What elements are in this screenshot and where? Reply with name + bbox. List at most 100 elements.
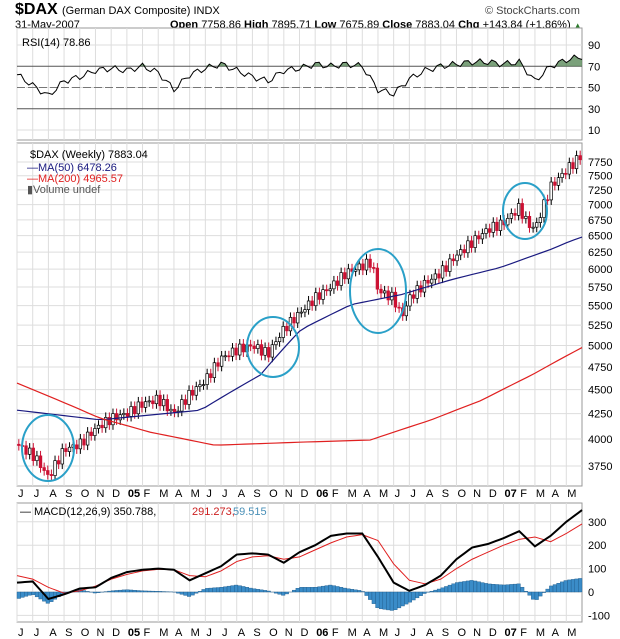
macd-histogram-bar [502,584,507,593]
x-tick-label: S [442,488,449,500]
candle-body [332,280,336,290]
macd-histogram-bar [368,591,373,600]
macd-line [16,509,583,601]
x-tick-label: 07 [505,627,517,639]
macd-histogram-bar [107,590,112,593]
macd-histogram-bar [190,591,195,596]
candle-body [513,213,517,216]
symbol: $DAX [15,1,58,18]
candle-body [477,235,481,240]
x-tick-label: N [473,488,481,500]
macd-histogram-bar [465,580,470,593]
x-tick-label: O [269,627,278,639]
candle-body [524,215,528,219]
candle-body [527,215,532,228]
rsi-tick-label: 90 [588,40,600,52]
candle-body [556,177,561,186]
candle-body [357,263,361,271]
candle-body [274,341,278,346]
macd-histogram-bar [462,581,467,593]
candle-body [259,344,264,356]
candle-body [487,228,492,233]
candle-body [227,355,231,358]
candle-body [212,362,217,378]
macd-histogram-bar [226,585,231,593]
candle-body [205,373,209,385]
x-tick-label: F [332,627,339,639]
macd-histogram-bar [353,589,358,593]
macd-histogram-bar [382,591,387,610]
candle-body [339,272,343,286]
x-tick-label: J [34,627,40,639]
annotation-circle [502,182,548,240]
x-tick-label: S [65,627,72,639]
macd-tick-label: 100 [588,564,606,576]
macd-histogram-bar [578,578,583,593]
price-tick-label: 3750 [588,461,612,473]
candle-body [136,401,140,415]
candle-body [509,213,514,219]
macd-histogram-bar [263,590,268,593]
volume-legend: ▮Volume undef [27,184,101,196]
candle-body [549,181,553,201]
candle-body [346,268,351,280]
x-tick-label: J [395,627,401,639]
macd-histogram-bar [27,591,32,596]
macd-histogram-bar [281,591,286,596]
price-tick-label: 6000 [588,264,612,276]
candle-body [335,280,340,286]
macd-histogram-bar [342,587,347,593]
x-tick-label: S [253,627,260,639]
macd-histogram-bar [183,591,188,596]
macd-histogram-bar [310,587,315,593]
price-tick-label: 5750 [588,282,612,294]
candle-body [361,263,365,271]
candle-body [578,155,582,161]
x-tick-label: D [112,627,120,639]
price-tick-label: 7000 [588,200,612,212]
macd-histogram-bar [473,580,478,593]
macd-histogram-bar [574,578,579,593]
candle-body [430,278,434,284]
x-tick-label: O [269,488,278,500]
x-tick-label: M [379,488,388,500]
macd-histogram-bar [223,586,228,593]
macd-histogram-bar [136,590,141,593]
x-tick-label: 05 [128,627,140,639]
price-tick-label: 7500 [588,171,612,183]
candle-body [368,258,372,268]
candle-body [448,258,452,272]
macd-histogram-bar [552,584,557,593]
macd-histogram-bar [527,591,532,596]
ma50-line [16,236,583,421]
candle-body [495,221,499,231]
candle-body [216,362,220,367]
candle-body [158,394,162,407]
macd-histogram-bar [82,590,87,593]
candle-body [277,337,282,343]
candle-body [538,217,542,223]
x-tick-label: J [206,627,212,639]
x-tick-label: J [34,488,40,500]
candle-body [571,162,575,170]
x-tick-label: O [457,488,466,500]
macd-histogram-bar [364,591,369,596]
candle-body [201,384,206,386]
candle-body [46,470,50,475]
candle-body [473,235,477,248]
x-tick-label: A [175,488,183,500]
x-tick-label: M [159,488,168,500]
macd-histogram-bar [201,589,206,593]
macd-signal-legend: 291.273, [192,506,235,518]
candle-body [194,386,198,396]
company-name: (German DAX Composite) [62,5,191,17]
macd-histogram-bar [400,591,405,607]
candle-body [531,226,535,229]
macd-histogram-bar [350,589,355,593]
x-tick-label: M [191,488,200,500]
macd-histogram-bar [458,581,463,593]
candle-body [219,355,224,367]
macd-histogram-bar [277,591,282,595]
x-tick-label: D [489,627,497,639]
macd-histogram-bar [491,584,496,593]
